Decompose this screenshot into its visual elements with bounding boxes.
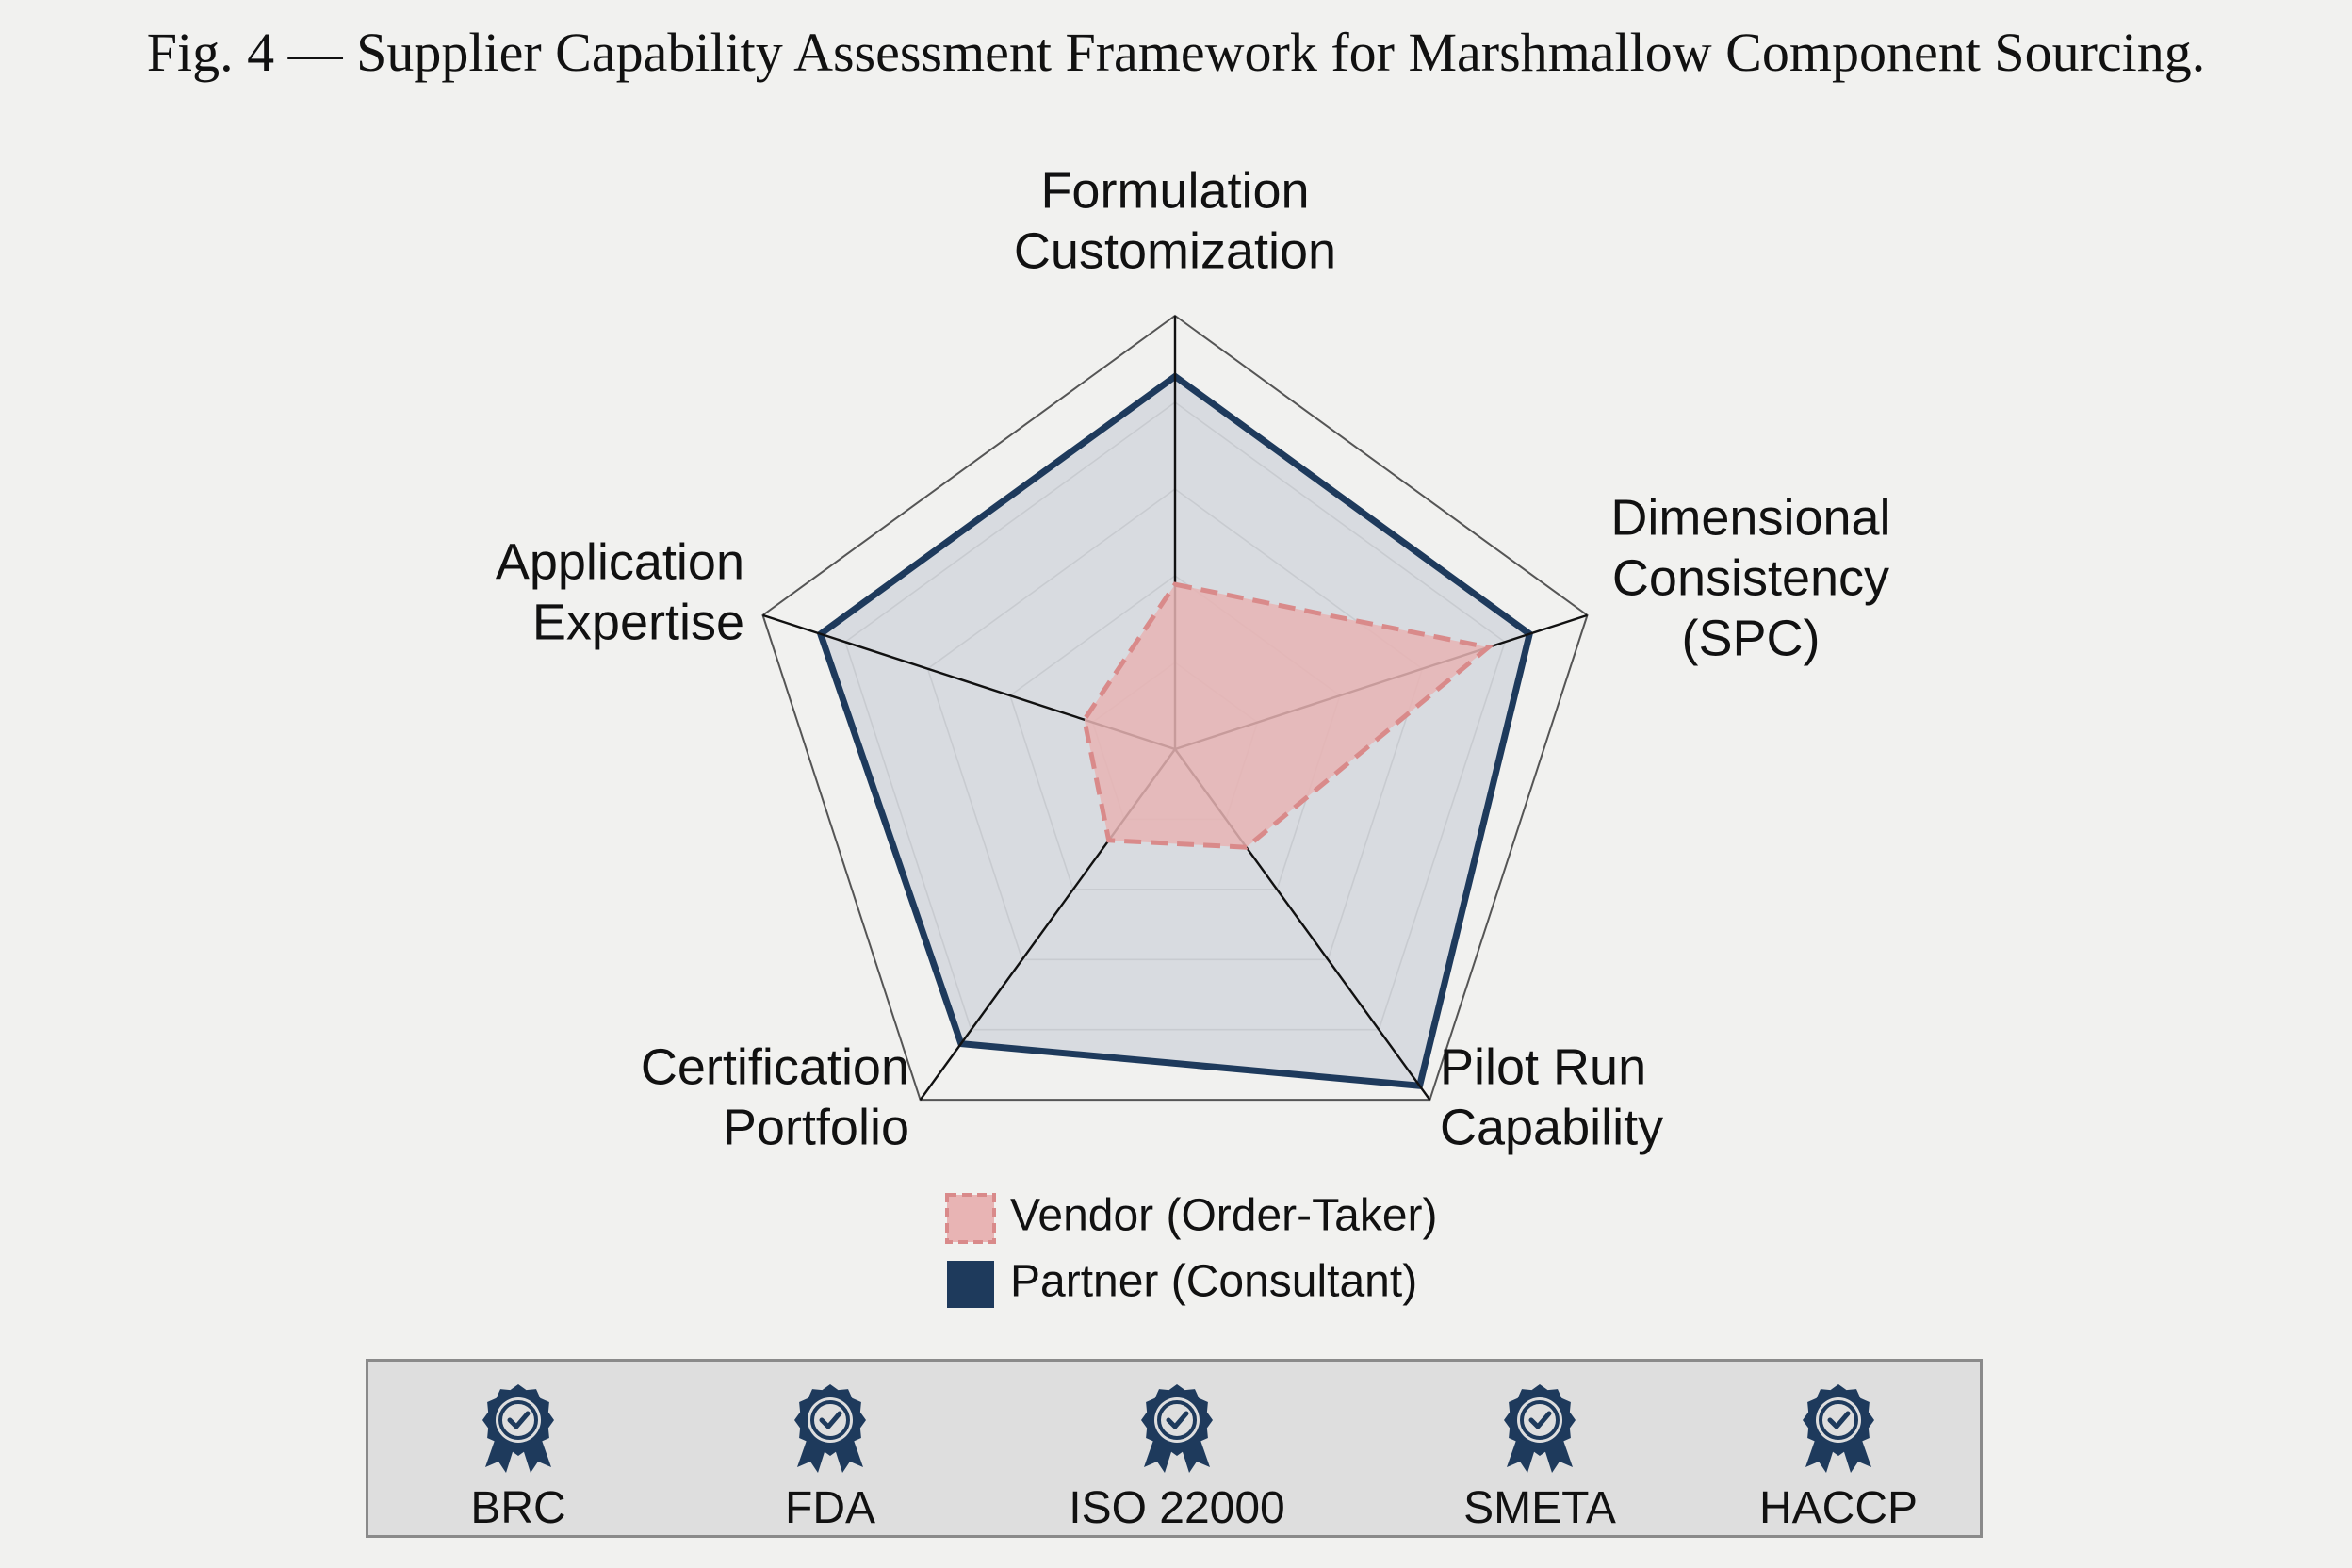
award-ribbon-icon [708, 1380, 953, 1475]
axis-label-2-line-3: (SPC) [1682, 610, 1821, 666]
award-ribbon-icon [1054, 1380, 1299, 1475]
certification-label: SMETA [1463, 1483, 1616, 1533]
legend-label-2: Partner (Consultant) [1010, 1257, 1417, 1307]
axis-label-2-line-2: Consistency [1612, 549, 1889, 606]
award-ribbon-icon [1417, 1380, 1662, 1475]
axis-label-3-line-2: Capability [1440, 1099, 1663, 1155]
award-ribbon-icon [1716, 1380, 1961, 1475]
legend-swatch-partner [947, 1261, 994, 1308]
certification-3: ISO 22000 [1054, 1380, 1299, 1534]
axis-label-1-line-2: Customization [1014, 222, 1336, 279]
figure-title: Fig. 4 — Supplier Capability Assessment … [146, 22, 2206, 83]
chart-legend: Vendor (Order-Taker) Partner (Consultant) [945, 1191, 1438, 1308]
certification-1: BRC [396, 1380, 641, 1534]
legend-swatch-vendor [945, 1193, 996, 1244]
grid-ring-5 [761, 314, 1589, 1102]
axis-label-5-line-1: Application [496, 533, 744, 590]
axis-label-3-line-1: Pilot Run [1440, 1038, 1646, 1095]
legend-label-1: Vendor (Order-Taker) [1010, 1191, 1438, 1241]
certification-label: ISO 22000 [1069, 1483, 1285, 1533]
radar-series [762, 316, 1588, 1101]
certification-2: FDA [708, 1380, 953, 1534]
axis-label-4-line-2: Portfolio [723, 1099, 909, 1155]
certification-label: HACCP [1758, 1483, 1919, 1533]
certification-label: BRC [470, 1483, 566, 1533]
certification-panel: BRC FDA ISO 22000 SMETA HACCP [366, 1359, 1983, 1538]
award-ribbon-icon [396, 1380, 641, 1475]
series-vendor-polygon [1082, 581, 1494, 850]
certification-4: SMETA [1417, 1380, 1662, 1534]
axis-label-1-line-1: Formulation [1040, 162, 1309, 219]
certification-5: HACCP [1716, 1380, 1961, 1534]
axis-label-2-line-1: Dimensional [1610, 489, 1890, 546]
axis-label-4-line-1: Certification [641, 1038, 909, 1095]
certification-label: FDA [785, 1483, 875, 1533]
axis-label-5-line-2: Expertise [532, 594, 744, 650]
